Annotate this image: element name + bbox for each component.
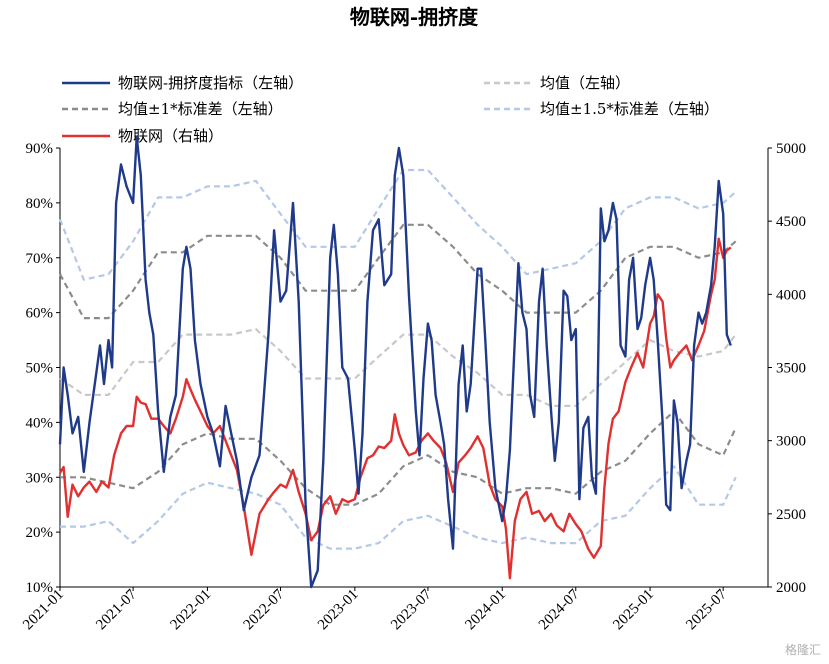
legend-label: 物联网（右轴） (118, 127, 223, 145)
legend-label: 均值（左轴） (540, 74, 630, 92)
series-line-3 (60, 410, 737, 506)
legend-label: 均值±1*标准差（左轴） (118, 100, 283, 118)
y-left-tick-label: 10% (26, 580, 54, 596)
y-left-tick-label: 20% (26, 525, 54, 541)
legend-label: 物联网-拥挤度指标（左轴） (118, 74, 303, 92)
x-tick-label: 2023-01 (315, 587, 362, 634)
plot-area (58, 135, 737, 589)
x-tick-label: 2022-07 (241, 586, 288, 633)
x-tick-label: 2025-07 (683, 586, 730, 633)
y-right-tick-label: 3500 (776, 361, 806, 377)
y-right-tick-label: 2000 (776, 580, 806, 596)
series-line-1 (59, 328, 737, 407)
x-tick-label: 2024-01 (462, 587, 509, 634)
y-left-tick-label: 60% (26, 306, 54, 322)
series-line-6 (58, 237, 732, 580)
x-tick-label: 2025-01 (610, 587, 657, 634)
watermark-text: 格隆汇 (784, 643, 821, 657)
y-right-tick-label: 4500 (776, 214, 806, 230)
chart-title: 物联网-拥挤度 (350, 5, 479, 29)
series-line-0 (58, 135, 732, 589)
x-tick-label: 2021-07 (93, 586, 140, 633)
y-left-tick-label: 90% (26, 141, 54, 157)
legend-label: 均值±1.5*标准差（左轴） (540, 100, 719, 118)
axes: 10% 20% 30% 40% 50% 60% 70% 80% 90% 2000 2500 3000 3… (20, 141, 806, 633)
legend: 物联网-拥挤度指标（左轴） 均值（左轴） 均值±1*标准差（左轴） 均值±1.5*标准… (62, 74, 719, 145)
y-left-tick-label: 80% (26, 196, 54, 212)
x-tick-label: 2022-01 (168, 587, 215, 634)
y-right-tick-label: 5000 (776, 141, 806, 157)
y-right-tick-label: 4000 (776, 287, 806, 303)
series-line-5 (60, 465, 737, 550)
x-tick-label: 2023-07 (388, 586, 435, 633)
y-left-tick-label: 70% (26, 251, 54, 267)
series-line-2 (59, 223, 737, 320)
y-right-tick-label: 3000 (776, 434, 806, 450)
y-left-tick-label: 30% (26, 470, 54, 486)
y-left-tick-label: 40% (26, 415, 54, 431)
y-left-tick-label: 50% (26, 361, 54, 377)
x-tick-label: 2024-07 (536, 586, 583, 633)
y-right-tick-label: 2500 (776, 507, 806, 523)
